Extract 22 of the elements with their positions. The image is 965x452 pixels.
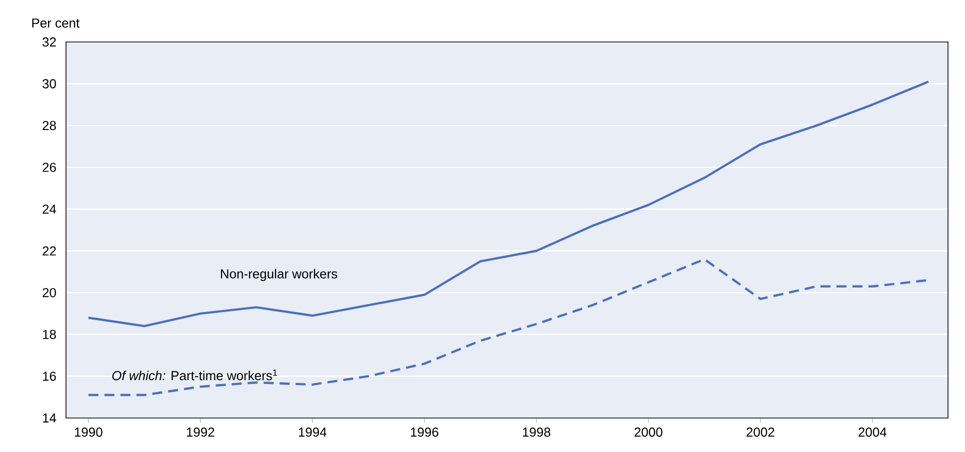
x-tick-label: 1992 — [186, 428, 214, 437]
y-tick-label: 24 — [42, 204, 56, 214]
y-tick-label: 20 — [42, 288, 56, 298]
y-tick-label: 22 — [42, 246, 56, 256]
x-tick-label: 1994 — [298, 428, 326, 437]
y-tick-label: 16 — [43, 372, 56, 381]
x-tick-label: 2000 — [634, 428, 662, 437]
x-tick-label: 2002 — [746, 428, 774, 437]
y-tick-label: 32 — [42, 37, 56, 47]
x-tick-label: 1996 — [410, 428, 438, 437]
series-label: Of which: Part-time workers$^{1}$ — [112, 370, 278, 380]
x-tick-label: 1990 — [74, 428, 102, 437]
y-tick-label: 30 — [42, 79, 56, 88]
y-tick-label: 18 — [43, 330, 56, 340]
text: Non-regular workers — [220, 268, 338, 282]
x-tick-label: 1998 — [522, 428, 550, 437]
y-axis-title: Per cent — [32, 18, 80, 28]
y-tick-label: 14 — [43, 414, 56, 422]
y-tick-label: 26 — [42, 162, 56, 172]
line-series — [87, 80, 930, 328]
y-tick-label: 28 — [42, 120, 56, 130]
x-tick-label: 2004 — [858, 428, 886, 437]
